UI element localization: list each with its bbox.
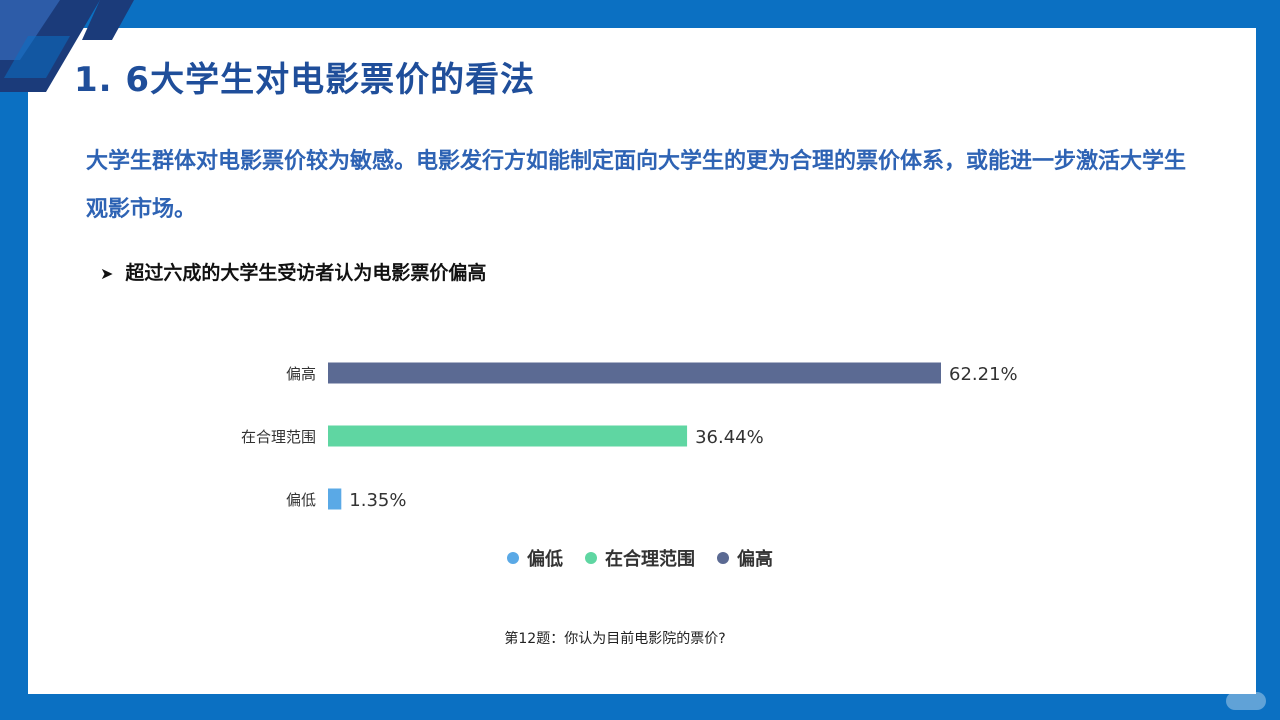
category-label: 在合理范围 (241, 428, 316, 446)
corner-decoration (0, 0, 134, 92)
question-footnote: 第12题：你认为目前电影院的票价? (504, 631, 726, 647)
slide-panel (28, 28, 1256, 694)
legend-label: 偏低 (527, 549, 563, 570)
bar (328, 362, 941, 384)
category-label: 偏低 (286, 491, 316, 509)
legend-item: 偏高 (717, 545, 773, 571)
category-label: 偏高 (286, 365, 316, 383)
bar (328, 488, 342, 510)
bar (328, 425, 688, 447)
chart-subtitle: ➤ 超过六成的大学生受访者认为电影票价偏高 (100, 258, 486, 285)
page-title: 1. 6大学生对电影票价的看法 (74, 60, 536, 100)
watermark-logo (1226, 692, 1266, 710)
data-label: 1.35% (349, 490, 406, 511)
legend-label: 偏高 (737, 549, 773, 570)
legend-label: 在合理范围 (605, 549, 695, 570)
data-label: 62.21% (949, 364, 1018, 385)
data-label: 36.44% (695, 427, 764, 448)
intro-paragraph: 大学生群体对电影票价较为敏感。电影发行方如能制定面向大学生的更为合理的票价体系，… (86, 149, 1187, 222)
legend-dot-icon (717, 552, 729, 564)
chart-legend: 偏低 在合理范围 偏高 (0, 545, 1280, 571)
legend-item: 偏低 (507, 545, 563, 571)
legend-dot-icon (585, 552, 597, 564)
chart-subtitle-text: 超过六成的大学生受访者认为电影票价偏高 (125, 262, 487, 284)
legend-dot-icon (507, 552, 519, 564)
legend-item: 在合理范围 (585, 545, 695, 571)
arrow-bullet-icon: ➤ (100, 264, 114, 283)
